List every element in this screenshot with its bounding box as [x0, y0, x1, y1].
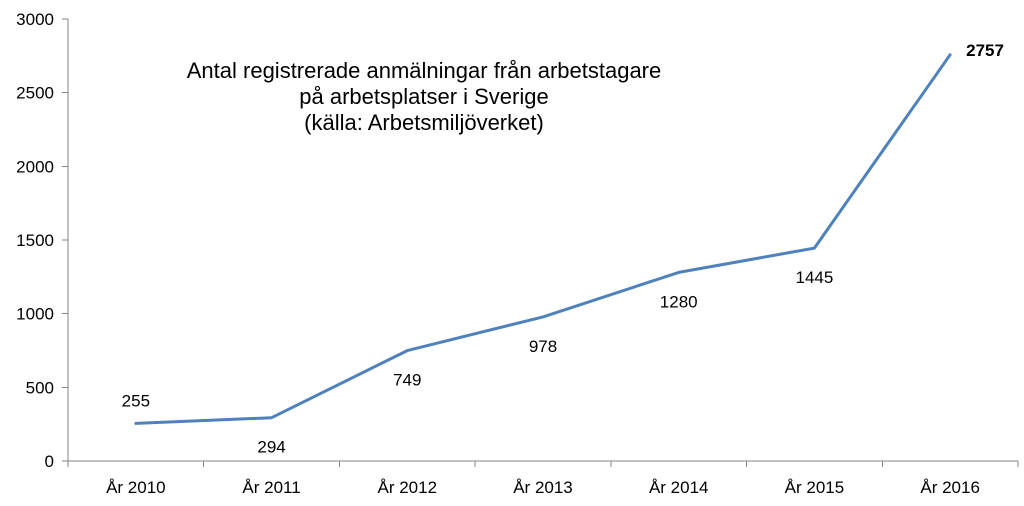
chart-title-line-3: (källa: Arbetsmiljöverket) — [304, 110, 544, 135]
x-tick-label: År 2013 — [513, 478, 573, 497]
data-label: 749 — [393, 371, 421, 390]
y-tick-label: 3000 — [16, 10, 54, 29]
axes: 0 500 1000 1500 2000 2500 3000 År 2010 År 2011 År… — [16, 10, 1019, 497]
x-tick-label: År 2015 — [785, 478, 845, 497]
data-labels: 255 294 749 978 1280 1445 2757 — [122, 41, 1004, 457]
chart-title-line-1: Antal registrerade anmälningar från arbe… — [187, 58, 662, 83]
x-tick-label: År 2016 — [920, 478, 980, 497]
y-tick-label: 0 — [45, 452, 54, 471]
series-group — [134, 53, 952, 425]
y-tick-label: 500 — [26, 378, 54, 397]
x-tick-label: År 2010 — [106, 478, 166, 497]
data-label: 1445 — [796, 268, 834, 287]
x-tick-label: År 2012 — [378, 478, 438, 497]
x-tick-label: År 2014 — [649, 478, 709, 497]
data-label: 978 — [529, 337, 557, 356]
x-tick-label: År 2011 — [242, 478, 300, 497]
data-label: 294 — [257, 438, 285, 457]
y-tick-label: 2500 — [16, 84, 54, 103]
chart-title-line-2: på arbetsplatser i Sverige — [299, 84, 548, 109]
data-label: 1280 — [660, 292, 698, 311]
data-label: 2757 — [966, 41, 1004, 60]
chart-title: Antal registrerade anmälningar från arbe… — [187, 58, 662, 135]
series-line — [134, 53, 952, 425]
y-tick-label: 1500 — [16, 231, 54, 250]
data-label: 255 — [122, 391, 150, 410]
y-tick-label: 2000 — [16, 157, 54, 176]
y-tick-label: 1000 — [16, 305, 54, 324]
